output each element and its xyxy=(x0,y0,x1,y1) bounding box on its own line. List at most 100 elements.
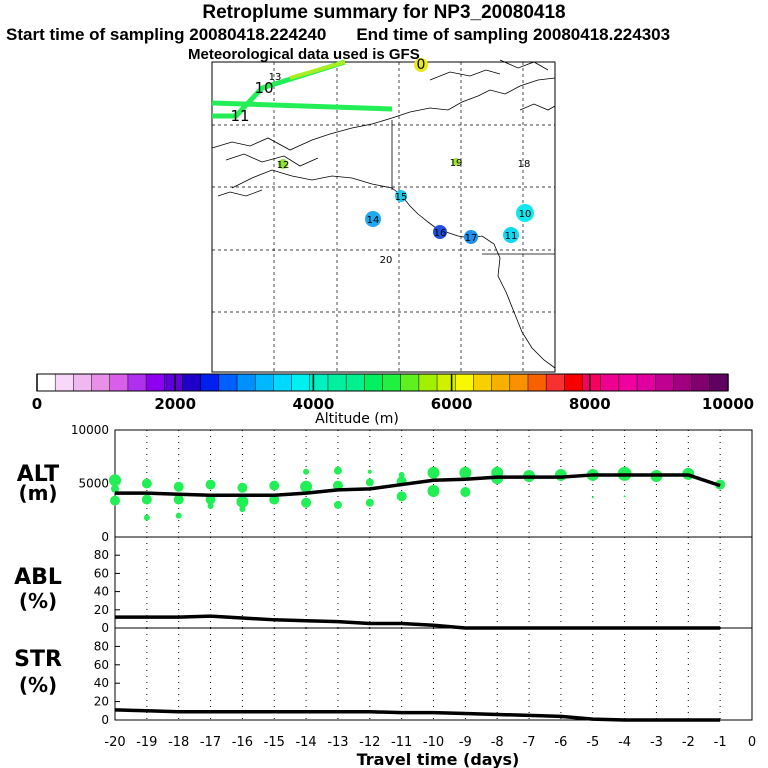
scatter-point xyxy=(365,478,374,487)
scatter-point xyxy=(300,480,313,493)
abl-frame xyxy=(114,536,753,629)
scatter-point xyxy=(237,482,248,493)
map-marker-label: 17 xyxy=(465,233,478,244)
scatter-point xyxy=(205,479,216,490)
alt-series-line xyxy=(115,473,721,498)
alt-grid xyxy=(146,430,721,537)
x-tick-label: -13 xyxy=(327,735,348,750)
colorbar-swatch xyxy=(491,374,511,391)
trajectory-lines xyxy=(211,59,393,119)
map-marker-label: 0 xyxy=(417,57,426,73)
abl-ytick-label: 60 xyxy=(94,566,109,580)
abl-series-line xyxy=(115,614,721,630)
segment-label-11: 11 xyxy=(230,107,249,125)
end-time-label: End time of sampling 20080418.224303 xyxy=(356,25,671,44)
map-marker-16: 16 xyxy=(433,225,447,239)
map-marker-label: 15 xyxy=(395,192,408,203)
met-data-label: Meteorological data used is GFS xyxy=(188,46,420,63)
str-ylabel-top: STR xyxy=(14,647,62,672)
map-marker-dot xyxy=(433,225,447,239)
colorbar-swatch xyxy=(127,374,147,391)
map-marker-label: 14 xyxy=(367,215,380,226)
colorbar-swatch xyxy=(146,374,165,391)
map-marker-14: 14 xyxy=(365,211,381,227)
x-tick-label: -12 xyxy=(359,735,380,750)
colorbar-swatch xyxy=(691,374,711,391)
colorbar-tick-6000: 6000 xyxy=(431,395,473,413)
scatter-point xyxy=(269,480,280,491)
map-marker-15: 15 xyxy=(395,190,408,203)
map-frame xyxy=(211,61,556,373)
str-grid xyxy=(146,628,721,720)
colorbar-swatch xyxy=(164,374,183,391)
x-tick-label: -10 xyxy=(423,735,444,750)
map-marker-dot xyxy=(278,159,288,169)
scatter-point xyxy=(427,484,440,497)
colorbar-swatch xyxy=(509,374,529,391)
scatter-point xyxy=(303,468,310,475)
alt-ytick-label: 10000 xyxy=(71,423,109,437)
colorbar-tick-2000: 2000 xyxy=(154,395,196,413)
colorbar-swatch xyxy=(309,374,329,391)
abl-grid xyxy=(146,537,721,628)
map-marker-label: 20 xyxy=(380,255,393,266)
colorbar-swatch xyxy=(200,374,220,391)
str-ytick-label: 20 xyxy=(94,695,109,709)
map-marker-11: 11 xyxy=(503,227,519,243)
colorbar-swatch xyxy=(91,374,111,391)
trajectory-line-c xyxy=(289,60,346,80)
abl-ytick-label: 80 xyxy=(94,548,109,562)
map-marker-12: 12 xyxy=(277,159,290,171)
x-tick-label: 0 xyxy=(748,735,756,750)
map-marker-dot xyxy=(503,227,519,243)
str-series-line xyxy=(114,708,721,722)
scatter-point xyxy=(333,500,342,509)
map-marker-dot xyxy=(516,204,534,222)
map-marker-dot xyxy=(464,230,478,244)
colorbar-swatch xyxy=(327,374,347,391)
scatter-point xyxy=(460,487,471,498)
map-marker-label: 19 xyxy=(450,158,463,169)
colorbar-swatch xyxy=(527,374,547,391)
altitude-colorbar: 0 2000 4000 6000 8000 10000 Altitude (m) xyxy=(32,373,754,427)
colorbar-swatch xyxy=(418,374,438,391)
x-tick-label: -11 xyxy=(391,735,412,750)
x-axis-label: Travel time (days) xyxy=(357,750,520,768)
scatter-point xyxy=(333,466,342,475)
str-ytick-label: 80 xyxy=(94,639,109,653)
map-marker-label: 16 xyxy=(434,228,447,239)
scatter-point xyxy=(205,494,216,505)
x-ticks: -20 -19 -18 -17 -16 -15 -14 -13 -12 -11 -10 -9 -8 -7-… xyxy=(104,735,756,750)
x-tick-label: -2 xyxy=(682,735,695,750)
abl-ytick-label: 40 xyxy=(94,585,109,599)
scatter-point xyxy=(301,497,312,508)
colorbar-swatch xyxy=(637,374,656,391)
colorbar-swatch xyxy=(618,374,638,391)
colorbar-swatch xyxy=(546,374,565,391)
scatter-point xyxy=(175,512,182,519)
colorbar-swatch xyxy=(473,374,492,391)
colorbar-swatch xyxy=(455,374,474,391)
str-ytick-label: 40 xyxy=(94,676,109,690)
colorbar-swatch xyxy=(709,374,729,391)
x-tick-label: -3 xyxy=(650,735,663,750)
x-tick-label: -18 xyxy=(168,735,189,750)
abl-ylabel-top: ABL xyxy=(14,565,62,590)
colorbar-swatch xyxy=(109,374,129,391)
map-marker-label: 10 xyxy=(519,209,532,220)
map-marker-label: 12 xyxy=(277,160,290,171)
colorbar-swatch xyxy=(382,374,401,391)
scatter-point xyxy=(141,478,152,489)
scatter-point xyxy=(143,514,150,521)
colorbar-swatch xyxy=(273,374,292,391)
colorbar-swatch xyxy=(255,374,274,391)
str-ytick-label: 60 xyxy=(94,658,109,672)
x-tick-label: -4 xyxy=(618,735,631,750)
map-marker-19: 19 xyxy=(450,158,463,169)
colorbar-swatch xyxy=(182,374,201,391)
x-tick-label: -6 xyxy=(554,735,567,750)
colorbar-swatch xyxy=(673,374,692,391)
sampling-times: Start time of sampling 20080418.224240 En… xyxy=(6,25,670,45)
trajectory-line-a xyxy=(211,100,393,112)
colorbar-tick-8000: 8000 xyxy=(569,395,611,413)
